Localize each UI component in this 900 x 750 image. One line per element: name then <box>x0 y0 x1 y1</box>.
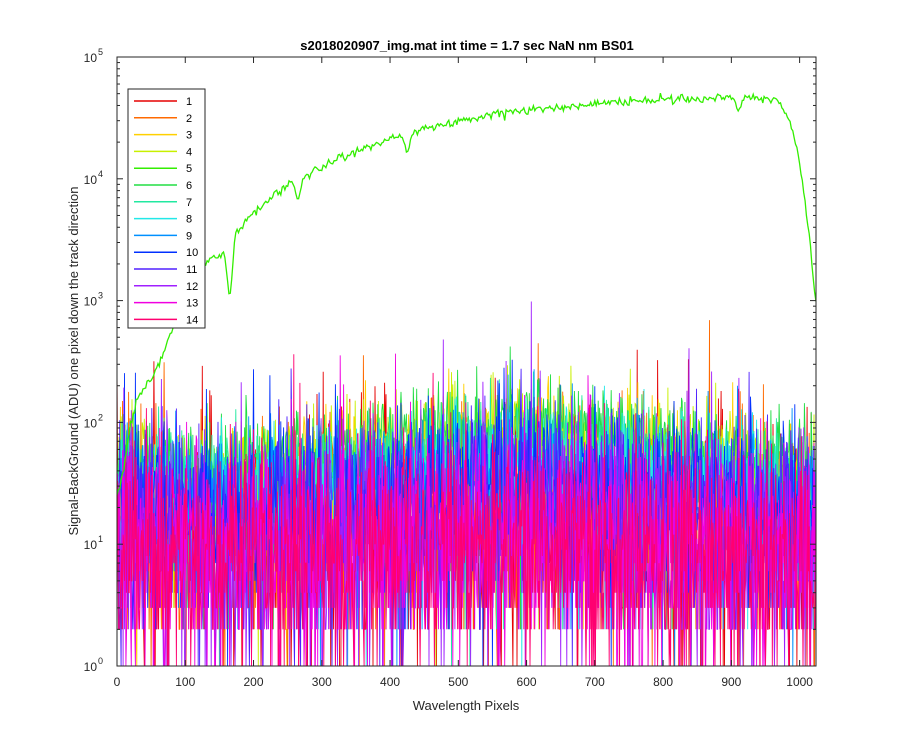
y-tick-exponent: 4 <box>98 169 103 179</box>
y-tick-exponent: 1 <box>98 534 103 544</box>
x-tick-label: 200 <box>244 675 264 689</box>
legend-entry-label: 10 <box>186 247 198 259</box>
y-axis-label: Signal-BackGround (ADU) one pixel down t… <box>66 186 81 535</box>
legend-entry-label: 14 <box>186 314 198 326</box>
y-tick-label: 10 <box>84 295 98 309</box>
legend-entry-label: 5 <box>186 163 192 175</box>
legend-entry-label: 4 <box>186 146 192 158</box>
legend-entry-label: 6 <box>186 180 192 192</box>
legend-entry-label: 11 <box>186 264 197 276</box>
legend-box <box>127 88 206 329</box>
y-tick-label: 10 <box>84 416 98 430</box>
legend-entry-label: 9 <box>186 230 192 242</box>
x-tick-label: 700 <box>585 675 605 689</box>
chart-title: s2018020907_img.mat int time = 1.7 sec N… <box>300 38 634 53</box>
plot-frame <box>116 56 817 667</box>
y-tick-label: 10 <box>84 538 98 552</box>
x-tick-label: 500 <box>448 675 468 689</box>
legend-entry-label: 1 <box>186 96 192 108</box>
x-tick-label: 300 <box>312 675 332 689</box>
x-axis-ticks: 0 100 200 300 400 500 600 700 800 900 1000 <box>114 57 813 689</box>
series-14-line <box>117 354 816 666</box>
y-tick-exponent: 3 <box>98 291 103 301</box>
legend-entry-label: 2 <box>186 113 192 125</box>
x-tick-label: 1000 <box>786 675 813 689</box>
x-tick-label: 400 <box>380 675 400 689</box>
legend-entry-label: 3 <box>186 130 192 142</box>
x-tick-label: 900 <box>721 675 741 689</box>
x-tick-label: 0 <box>114 675 121 689</box>
x-tick-label: 600 <box>517 675 537 689</box>
y-tick-label: 10 <box>84 173 98 187</box>
y-tick-exponent: 0 <box>98 656 103 666</box>
y-tick-label: 10 <box>84 51 98 65</box>
y-tick-label: 10 <box>84 660 98 674</box>
legend-entry-label: 12 <box>186 281 198 293</box>
legend-entry-label: 8 <box>186 214 192 226</box>
x-axis-label: Wavelength Pixels <box>413 698 520 713</box>
series-layer <box>117 92 816 666</box>
legend-entry-label: 13 <box>186 298 198 310</box>
y-tick-exponent: 5 <box>98 47 103 57</box>
x-tick-label: 100 <box>175 675 195 689</box>
y-tick-exponent: 2 <box>98 412 103 422</box>
x-tick-label: 800 <box>653 675 673 689</box>
series-5-line <box>117 92 816 496</box>
legend-entry-label: 7 <box>186 197 192 209</box>
